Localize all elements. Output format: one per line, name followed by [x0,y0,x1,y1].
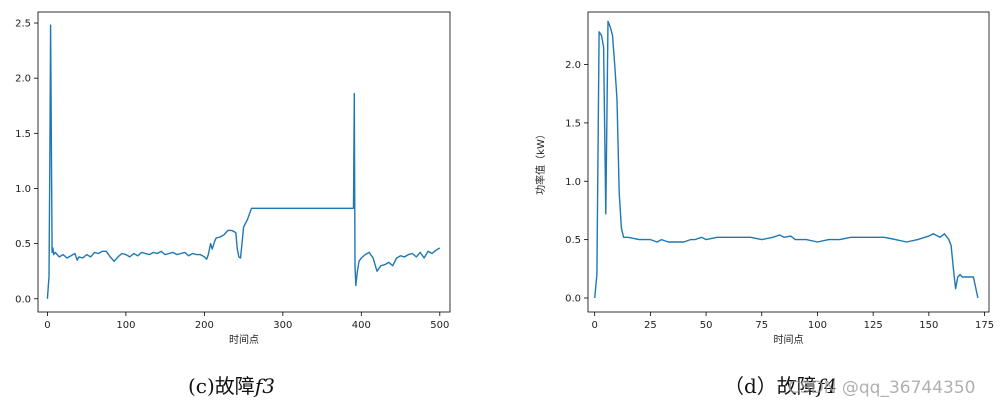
x-axis-label: 时间点 [229,333,259,346]
caption-prefix: (c)故障 [188,374,255,398]
y-axis-label: 功率值（kW） [534,129,547,195]
caption-variable: f3 [254,374,275,398]
chart-fault-f4: 0 25 50 75 100 125 150 175 0.0 0.5 1.0 1.5 2.0 时间点 功率值… [534,11,994,346]
x-axis-label: 时间点 [774,333,804,346]
y-tick-label: 2.0 [15,74,31,85]
x-tick-label: 200 [195,320,214,331]
plot-frame [587,11,990,313]
y-tick-label: 1.0 [565,177,581,188]
x-tick-label: 50 [700,320,713,331]
watermark: CSDN @qq_36744350 [788,378,976,398]
x-tick-label: 175 [975,320,994,331]
x-tick-label: 125 [864,320,883,331]
x-tick-label: 100 [808,320,827,331]
caption-fault-f3: (c)故障f3 [188,370,275,399]
x-tick-label: 0 [44,320,50,331]
x-tick-label: 150 [919,320,938,331]
y-tick-label: 0.0 [565,293,581,304]
series-line [594,20,979,299]
x-tick-label: 300 [273,320,292,331]
y-tick-label: 0.5 [15,239,31,250]
y-tick-label: 1.0 [15,184,31,195]
chart-fault-f3: 01002003004005000.00.51.01.52.02.5时间点功率值… [15,11,451,346]
series-line [46,24,441,299]
x-tick-label: 400 [352,320,371,331]
plot-frame [37,11,451,313]
x-tick-label: 25 [644,320,657,331]
x-tick-label: 100 [116,320,135,331]
caption-fault-f4: （d）故障f4 [724,370,837,399]
x-tick-label: 500 [430,320,449,331]
x-tick-label: 0 [591,320,597,331]
x-tick-label: 75 [755,320,768,331]
y-tick-label: 0.0 [15,294,31,305]
y-tick-label: 1.5 [565,118,581,129]
y-tick-label: 2.0 [565,60,581,71]
y-tick-label: 1.5 [15,129,31,140]
y-tick-label: 0.5 [565,235,581,246]
y-tick-label: 2.5 [15,19,31,30]
caption-prefix: （d）故障 [724,374,817,398]
caption-variable: f4 [816,374,837,398]
